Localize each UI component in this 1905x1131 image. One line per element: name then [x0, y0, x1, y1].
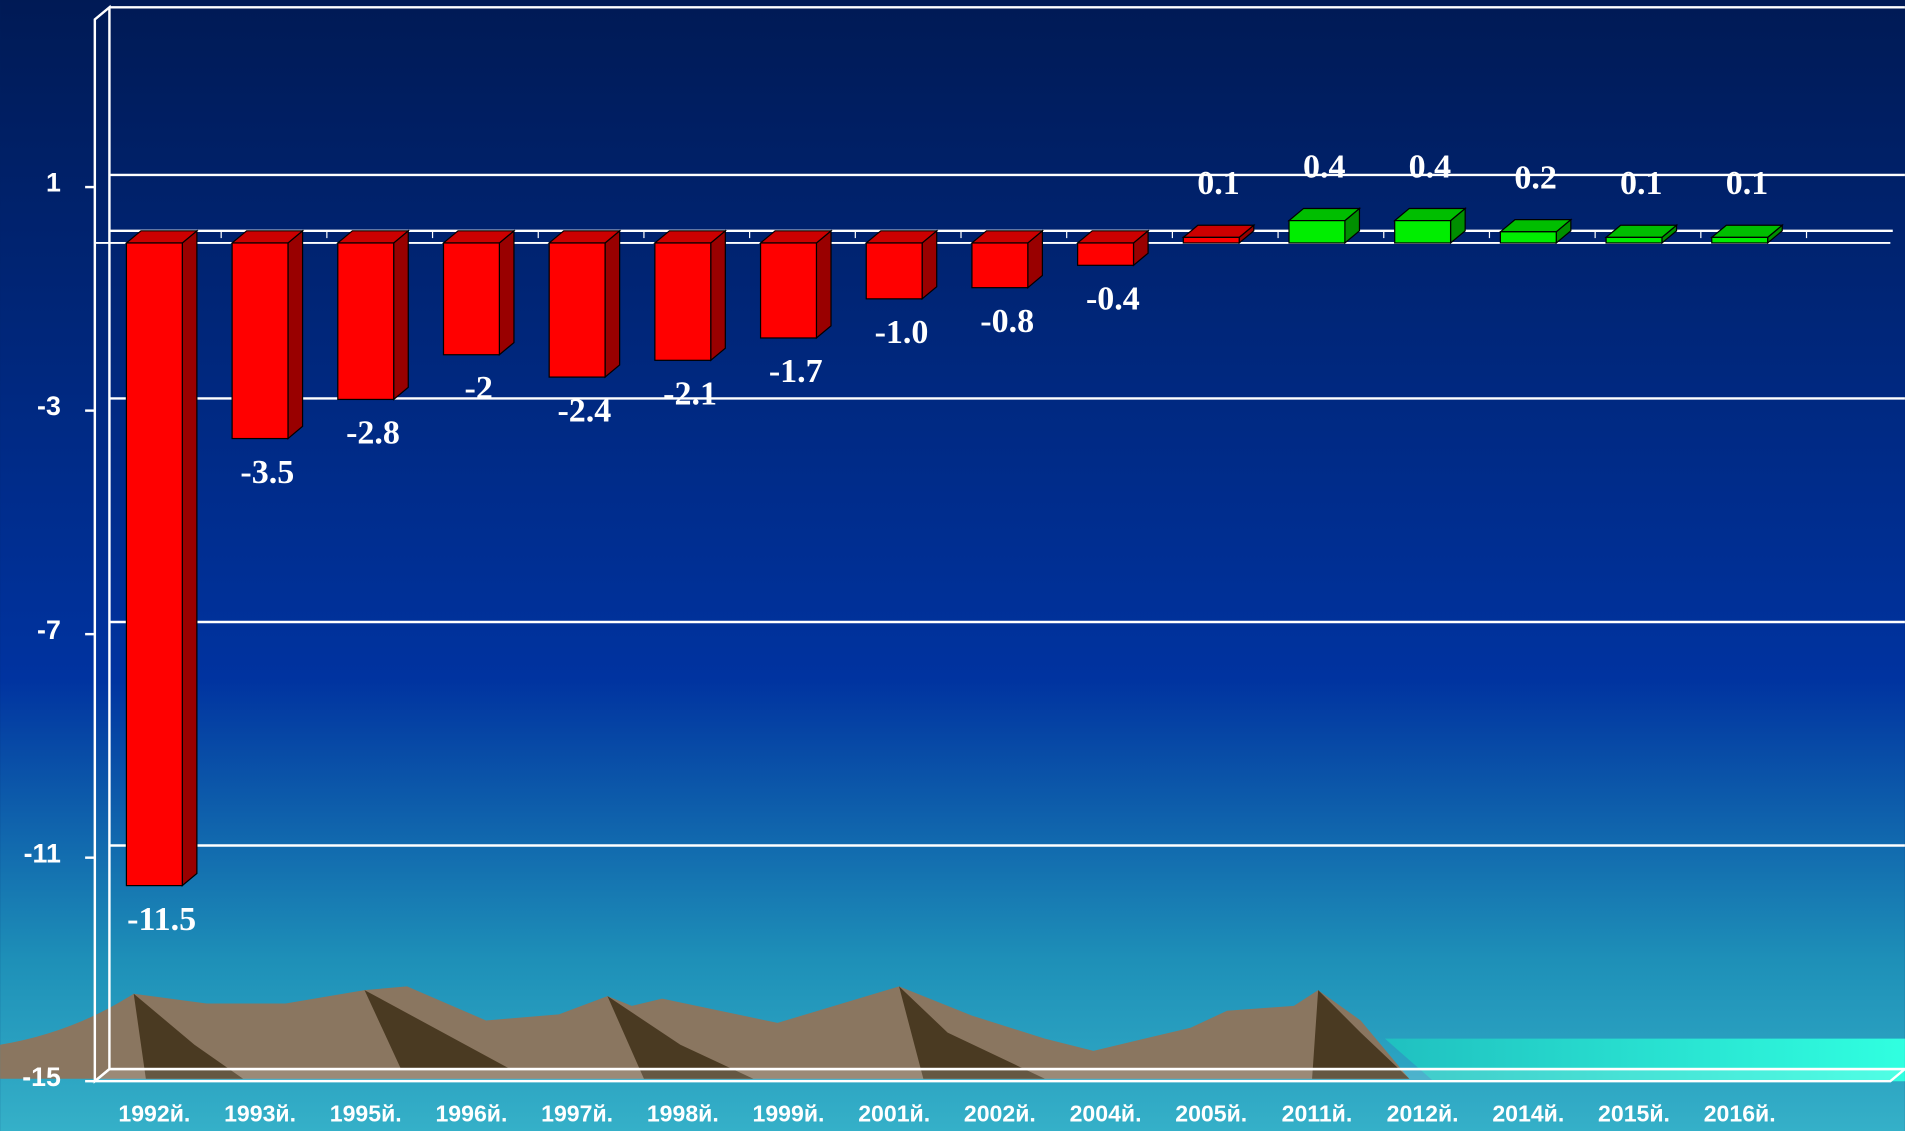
x-tick-label: 2015й. — [1598, 1100, 1670, 1126]
bar — [337, 242, 395, 401]
bar — [1182, 236, 1240, 244]
mountains — [0, 986, 1410, 1079]
bar-side — [181, 229, 198, 887]
bar — [231, 242, 289, 440]
value-label: 0.1 — [1726, 165, 1769, 202]
value-label: -2 — [465, 370, 493, 407]
sea — [1384, 1038, 1905, 1082]
value-label: -2.8 — [346, 415, 400, 452]
bar — [865, 242, 923, 300]
value-label: -0.4 — [1086, 281, 1140, 318]
value-label: -2.4 — [557, 392, 611, 429]
mountain-shadows — [133, 986, 1410, 1079]
x-tick-label: 1992й. — [118, 1100, 190, 1126]
x-tick-label: 2011й. — [1282, 1100, 1353, 1126]
y-tick-label: -15 — [22, 1062, 61, 1092]
bar — [1499, 231, 1557, 244]
bar — [759, 242, 818, 339]
bar — [971, 242, 1029, 289]
x-tick-label: 1995й. — [330, 1100, 402, 1126]
bar-side — [393, 229, 409, 401]
bar — [1077, 242, 1135, 266]
x-tick-label: 1993й. — [224, 1100, 296, 1126]
bar-side — [710, 229, 726, 362]
value-label: 0.2 — [1514, 160, 1557, 197]
bar — [125, 242, 183, 887]
value-label: 0.4 — [1303, 148, 1346, 185]
bar — [442, 242, 500, 356]
x-tick-label: 2001й. — [858, 1100, 930, 1126]
value-label: 0.1 — [1620, 165, 1663, 202]
y-tick-label: -7 — [37, 615, 61, 645]
y-tick-label: -11 — [24, 838, 61, 868]
bar-side — [498, 229, 515, 357]
x-tick-label: 2002й. — [964, 1100, 1036, 1126]
x-tick-label: 2012й. — [1387, 1100, 1459, 1126]
y-tick-label: -3 — [37, 391, 61, 421]
y-tick-label: 1 — [46, 168, 61, 198]
bar — [1288, 220, 1346, 244]
value-label: -0.8 — [980, 303, 1034, 340]
bar — [548, 242, 606, 378]
bar — [1605, 236, 1663, 244]
x-tick-label: 2016й. — [1704, 1100, 1776, 1126]
bar-side — [815, 229, 832, 340]
x-tick-label: 2004й. — [1070, 1100, 1142, 1126]
bar — [1711, 236, 1769, 244]
value-label: 0.4 — [1409, 148, 1452, 185]
x-tick-label: 1998й. — [647, 1100, 719, 1126]
value-label: 0.1 — [1197, 165, 1240, 202]
value-label: -2.1 — [663, 376, 717, 413]
bar — [654, 242, 712, 361]
bar-side — [604, 229, 621, 379]
value-label: -3.5 — [240, 454, 294, 491]
value-label: -1.0 — [875, 314, 929, 351]
x-tick-label: 1997й. — [541, 1100, 613, 1126]
value-label: -1.7 — [769, 353, 823, 390]
x-tick-label: 1996й. — [435, 1100, 507, 1126]
x-tick-label: 2005й. — [1175, 1100, 1247, 1126]
bar — [1394, 220, 1452, 244]
bar-side — [287, 229, 304, 440]
floor — [91, 1067, 1905, 1083]
x-tick-label: 1999й. — [753, 1100, 825, 1126]
value-label: -11.5 — [127, 901, 196, 938]
x-tick-label: 2014й. — [1492, 1100, 1564, 1126]
